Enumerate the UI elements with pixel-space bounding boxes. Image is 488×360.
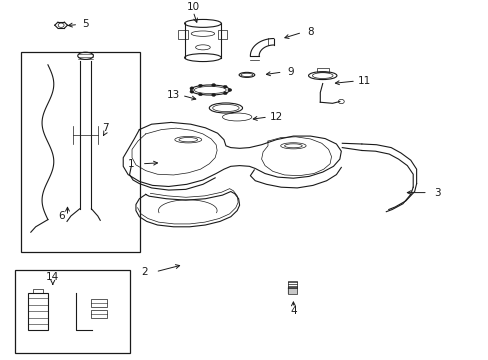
Text: 1: 1	[127, 159, 134, 169]
Text: 14: 14	[46, 272, 60, 282]
Text: 10: 10	[186, 2, 199, 12]
Circle shape	[227, 89, 231, 91]
Circle shape	[198, 93, 202, 96]
Circle shape	[198, 84, 202, 87]
Bar	[316, 68, 328, 72]
Bar	[217, 30, 227, 39]
Bar	[33, 289, 43, 293]
Bar	[91, 310, 106, 318]
Circle shape	[189, 87, 193, 90]
Text: 2: 2	[141, 267, 147, 277]
Bar	[287, 287, 296, 294]
Circle shape	[223, 92, 227, 95]
Text: 12: 12	[269, 112, 283, 122]
Bar	[15, 270, 129, 353]
Circle shape	[223, 85, 227, 88]
Text: 9: 9	[287, 67, 294, 77]
Text: 5: 5	[82, 19, 89, 30]
Text: 11: 11	[357, 76, 370, 86]
Text: 4: 4	[289, 306, 296, 316]
Circle shape	[189, 90, 193, 93]
Text: 6: 6	[58, 211, 64, 221]
Circle shape	[211, 84, 215, 86]
Bar	[28, 293, 48, 330]
Text: 3: 3	[433, 188, 440, 198]
Text: 7: 7	[102, 123, 108, 133]
Text: 13: 13	[166, 90, 180, 100]
Bar	[287, 281, 297, 288]
Circle shape	[211, 94, 215, 96]
Bar	[91, 299, 106, 307]
Text: 8: 8	[306, 27, 313, 37]
Bar	[178, 30, 188, 39]
Bar	[20, 52, 140, 252]
